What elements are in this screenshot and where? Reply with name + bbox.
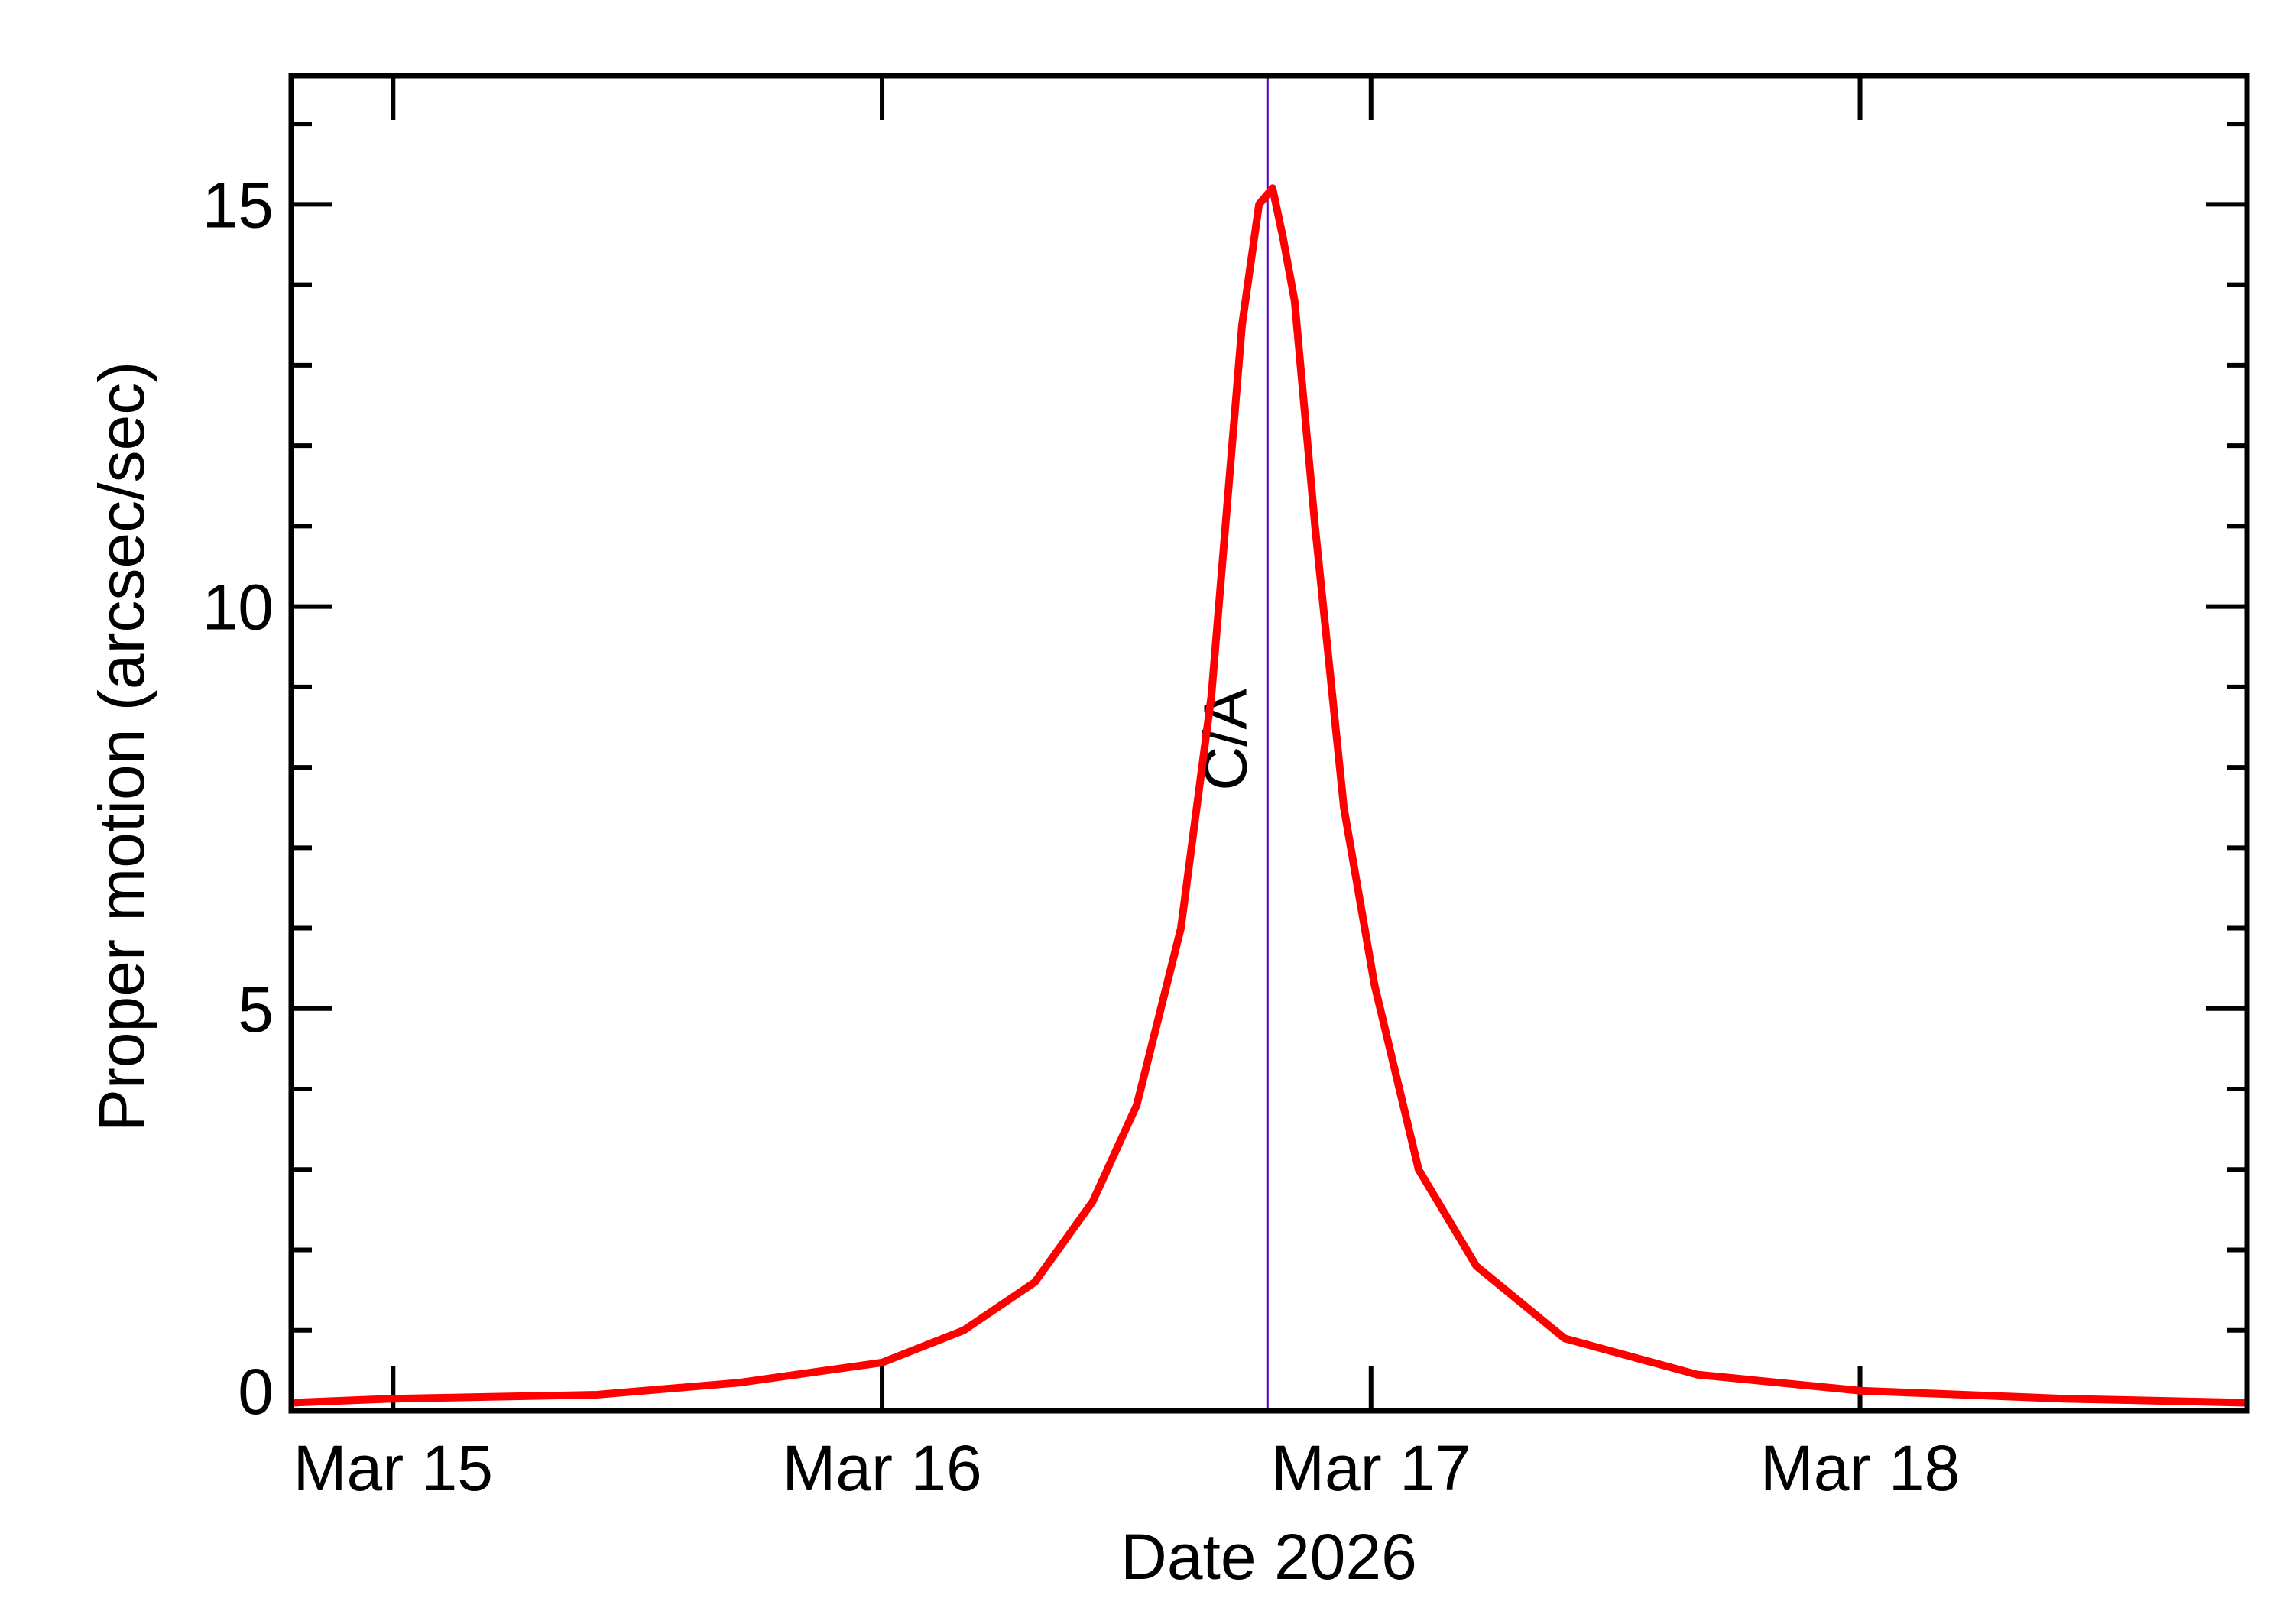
y-tick-label: 5: [238, 974, 274, 1045]
x-tick-label: Mar 17: [1271, 1432, 1471, 1504]
plot-frame: [288, 73, 2250, 1414]
axis-ticks: [291, 76, 2247, 1411]
tick-labels: Mar 15 Mar 16 Mar 17 Mar 18 0 5 10 15: [203, 169, 1961, 1504]
x-tick-label: Mar 16: [782, 1432, 981, 1504]
series-line: [290, 184, 2248, 1407]
x-tick-label: Mar 15: [294, 1432, 493, 1504]
x-axis-label: Date 2026: [1121, 1521, 1417, 1593]
y-tick-label: 15: [203, 169, 274, 241]
y-tick-label: 0: [238, 1356, 274, 1428]
y-axis-label: Proper motion (arcsec/sec): [86, 361, 157, 1132]
x-tick-label: Mar 18: [1760, 1432, 1960, 1504]
y-tick-label: 10: [203, 572, 274, 643]
